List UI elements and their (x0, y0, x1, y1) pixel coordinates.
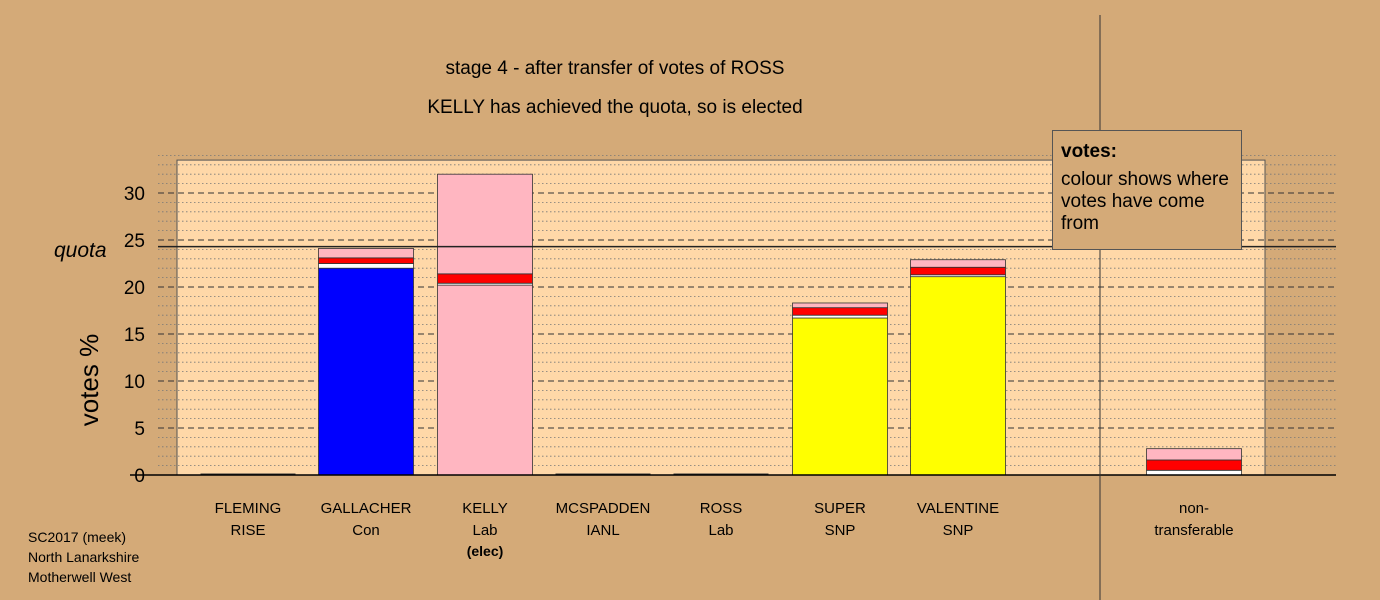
footer-info: SC2017 (meek) North Lanarkshire Motherwe… (28, 527, 139, 587)
legend-box: votes: colour shows where votes have com… (1052, 130, 1242, 250)
category-name-label: GALLACHER (321, 500, 412, 517)
chart-subtitle: KELLY has achieved the quota, so is elec… (427, 97, 802, 118)
bar-segment (318, 257, 414, 264)
bar-segment (437, 173, 533, 275)
category-name-label: SUPER (814, 500, 866, 517)
category-name-label: MCSPADDEN (556, 500, 651, 517)
bar-segment (910, 276, 1006, 476)
legend-text: colour shows where votes have come from (1061, 169, 1229, 234)
bar-segment (792, 302, 888, 309)
category-name-label: KELLY (462, 500, 508, 517)
category-party-label: SNP (943, 522, 974, 539)
category-note-label: (elec) (467, 543, 504, 559)
y-tick-label: 10 (124, 372, 145, 393)
bar-segment (437, 273, 533, 284)
chart-title: stage 4 - after transfer of votes of ROS… (446, 58, 785, 79)
category-party-label: RISE (230, 522, 265, 539)
category-labels: FLEMING RISE GALLACHER Con KELLY Lab (elec) MCS… (215, 500, 1234, 559)
category-party-label: SNP (825, 522, 856, 539)
quota-label: quota (54, 239, 107, 262)
bar-nontransferable (1146, 448, 1242, 476)
footer-election: SC2017 (meek) (28, 529, 127, 545)
bar-segment (792, 314, 888, 319)
bar-segment (792, 317, 888, 476)
nontransferable-label-line2: transferable (1154, 522, 1233, 539)
bar-segment (437, 284, 533, 476)
y-tick-label: 30 (124, 184, 145, 205)
category-party-label: Lab (472, 522, 497, 539)
bar-valentine (910, 259, 1006, 476)
category-party-label: Con (352, 522, 380, 539)
bar-kelly (437, 173, 533, 476)
bar-segment (792, 307, 888, 316)
y-tick-label: 5 (134, 419, 145, 440)
bars (200, 173, 1242, 476)
y-tick-label: 0 (134, 466, 145, 487)
nontransferable-label-line1: non- (1179, 500, 1209, 517)
bar-segment (1146, 459, 1242, 471)
y-tick-label: 20 (124, 278, 145, 299)
bar-segment (1146, 448, 1242, 461)
legend-title: votes: (1061, 141, 1117, 162)
footer-council: North Lanarkshire (28, 549, 140, 565)
bar-segment (910, 259, 1006, 268)
category-name-label: ROSS (700, 500, 743, 517)
category-name-label: VALENTINE (917, 500, 999, 517)
bar-segment (318, 267, 414, 476)
footer-ward: Motherwell West (28, 569, 132, 585)
bar-super (792, 302, 888, 476)
bar-gallacher (318, 248, 414, 476)
y-tick-label: 25 (124, 231, 145, 252)
category-party-label: IANL (586, 522, 619, 539)
y-axis-label: votes % (74, 334, 104, 427)
y-tick-label: 15 (124, 325, 145, 346)
bar-segment (910, 266, 1006, 276)
category-party-label: Lab (708, 522, 733, 539)
category-name-label: FLEMING (215, 500, 282, 517)
bar-segment (318, 263, 414, 269)
bar-segment (318, 248, 414, 259)
